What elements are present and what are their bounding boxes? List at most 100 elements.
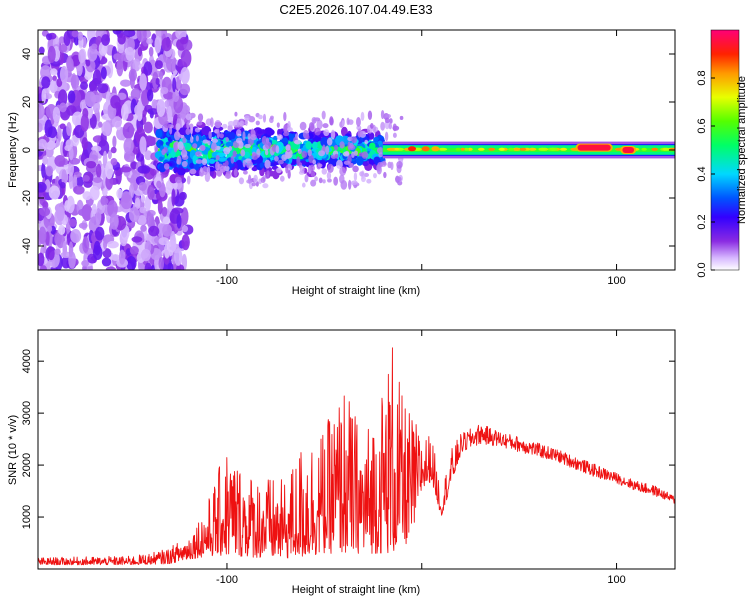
spectrogram-cell [283, 111, 287, 122]
snr-x-tick-label: 100 [607, 574, 625, 586]
spectrogram-cell [346, 117, 350, 126]
colorbar-tick-label: 0.2 [696, 214, 708, 229]
spectrogram-cell [82, 175, 90, 182]
snr-series-line [38, 347, 675, 566]
spectrogram-cell [120, 103, 129, 121]
spectrogram-cell [373, 173, 377, 179]
spectrogram-cell [64, 144, 72, 151]
spectrogram-cell [144, 262, 152, 270]
spectrogram-cell [123, 151, 136, 163]
spectrogram-cell [399, 115, 404, 121]
spectrogram-cell [274, 155, 279, 162]
spectrogram-panel: -100 100 -40 -20 0 20 40 Height of straight l… [7, 29, 676, 297]
spectrogram-cell [47, 141, 56, 149]
spectrogram-cell [202, 165, 208, 176]
spectrogram-y-tick-label: -20 [21, 190, 33, 206]
spectrogram-cell [52, 75, 57, 82]
spectrogram-cell [308, 121, 315, 131]
spectrogram-cell [499, 147, 505, 151]
spectrogram-cell [126, 256, 137, 270]
spectrogram-cell [101, 121, 111, 136]
spectrogram-cell [225, 137, 229, 142]
spectrogram-cell [264, 159, 271, 169]
spectrogram-cell [388, 122, 393, 130]
spectrogram-cell [559, 147, 568, 151]
spectrogram-cell [57, 124, 62, 142]
spectrogram-cell [167, 239, 177, 253]
snr-y-ticks: 1000 2000 3000 4000 [21, 349, 675, 529]
spectrogram-cell [140, 248, 151, 262]
spectrogram-cell [89, 185, 100, 201]
spectrogram-y-tick-label: 20 [21, 96, 33, 108]
spectrogram-cell [195, 151, 202, 157]
spectrogram-cell [66, 105, 77, 116]
snr-y-tick-label: 1000 [21, 505, 33, 529]
spectrogram-cell [97, 139, 110, 156]
spectrogram-cell [507, 147, 515, 151]
spectrogram-cell [537, 147, 548, 151]
spectrogram-cell [101, 257, 112, 267]
spectrogram-cell [162, 216, 171, 227]
spectrogram-cell [94, 226, 105, 241]
spectrogram-cell [373, 136, 380, 143]
spectrogram-cell [339, 174, 345, 184]
spectrogram-cell [294, 139, 301, 145]
spectrogram-cell [350, 180, 358, 186]
spectrogram-cell [380, 109, 385, 120]
colorbar-label: Normalized spectral amplitude [736, 76, 748, 224]
spectrogram-cell [235, 137, 243, 144]
spectrogram-y-tick-label: 40 [21, 48, 33, 60]
spectrogram-cell [41, 162, 46, 179]
spectrogram-cell [234, 111, 238, 117]
spectrogram-cell [176, 155, 182, 165]
colorbar-tick-label: 0.0 [696, 262, 708, 277]
spectrogram-cell [73, 185, 85, 195]
spectrogram-cell [201, 158, 208, 166]
colorbar-tick-label: 0.6 [696, 118, 708, 133]
spectrogram-cell [528, 147, 537, 151]
spectrogram-cell [180, 66, 190, 84]
spectrogram-cell [48, 185, 61, 200]
spectrogram-cell [224, 160, 229, 167]
spectrogram-cell [372, 124, 376, 134]
spectrogram-cell [115, 167, 122, 185]
spectrogram-cell [54, 175, 60, 188]
spectrogram-cell [252, 139, 258, 144]
spectrogram-cell [223, 147, 231, 155]
spectrogram-x-label: Height of straight line (km) [292, 285, 420, 297]
spectrogram-cell [339, 166, 347, 176]
spectrogram-cell [59, 123, 66, 130]
spectrogram-cell [137, 165, 149, 174]
spectrogram-cell [117, 33, 126, 45]
spectrogram-cell [312, 141, 318, 150]
spectrogram-cell [333, 144, 339, 151]
spectrogram-cell [360, 111, 365, 121]
spectrogram-cell [362, 161, 369, 167]
snr-y-tick-label: 3000 [21, 401, 33, 425]
spectrogram-cell [395, 176, 402, 182]
spectrogram-cell [146, 89, 154, 102]
spectrogram-cell [189, 162, 195, 169]
spectrogram-cell [98, 121, 103, 128]
spectrogram-cell [38, 46, 45, 55]
spectrogram-cell [105, 161, 114, 180]
spectrogram-cell [71, 111, 84, 127]
spectrogram-cell [54, 232, 62, 246]
spectrogram-cell [318, 177, 323, 184]
spectrogram-cell [192, 143, 198, 149]
spectrogram-cell [321, 110, 326, 120]
spectrogram-cell [112, 30, 122, 35]
spectrogram-cell [139, 136, 147, 155]
colorbar-gradient [710, 29, 740, 271]
spectrogram-cell [156, 180, 162, 189]
spectrogram-cell [129, 71, 136, 89]
spectrogram-cell [251, 166, 258, 172]
spectrogram-cell [76, 176, 84, 188]
spectrogram-cell [67, 90, 76, 104]
spectrogram-cell [258, 114, 263, 120]
spectrogram-cell [136, 152, 144, 162]
spectrogram-cell [322, 144, 326, 151]
spectrogram-cell [488, 147, 496, 151]
spectrogram-cell [100, 66, 107, 80]
spectrogram-cell [250, 134, 257, 141]
